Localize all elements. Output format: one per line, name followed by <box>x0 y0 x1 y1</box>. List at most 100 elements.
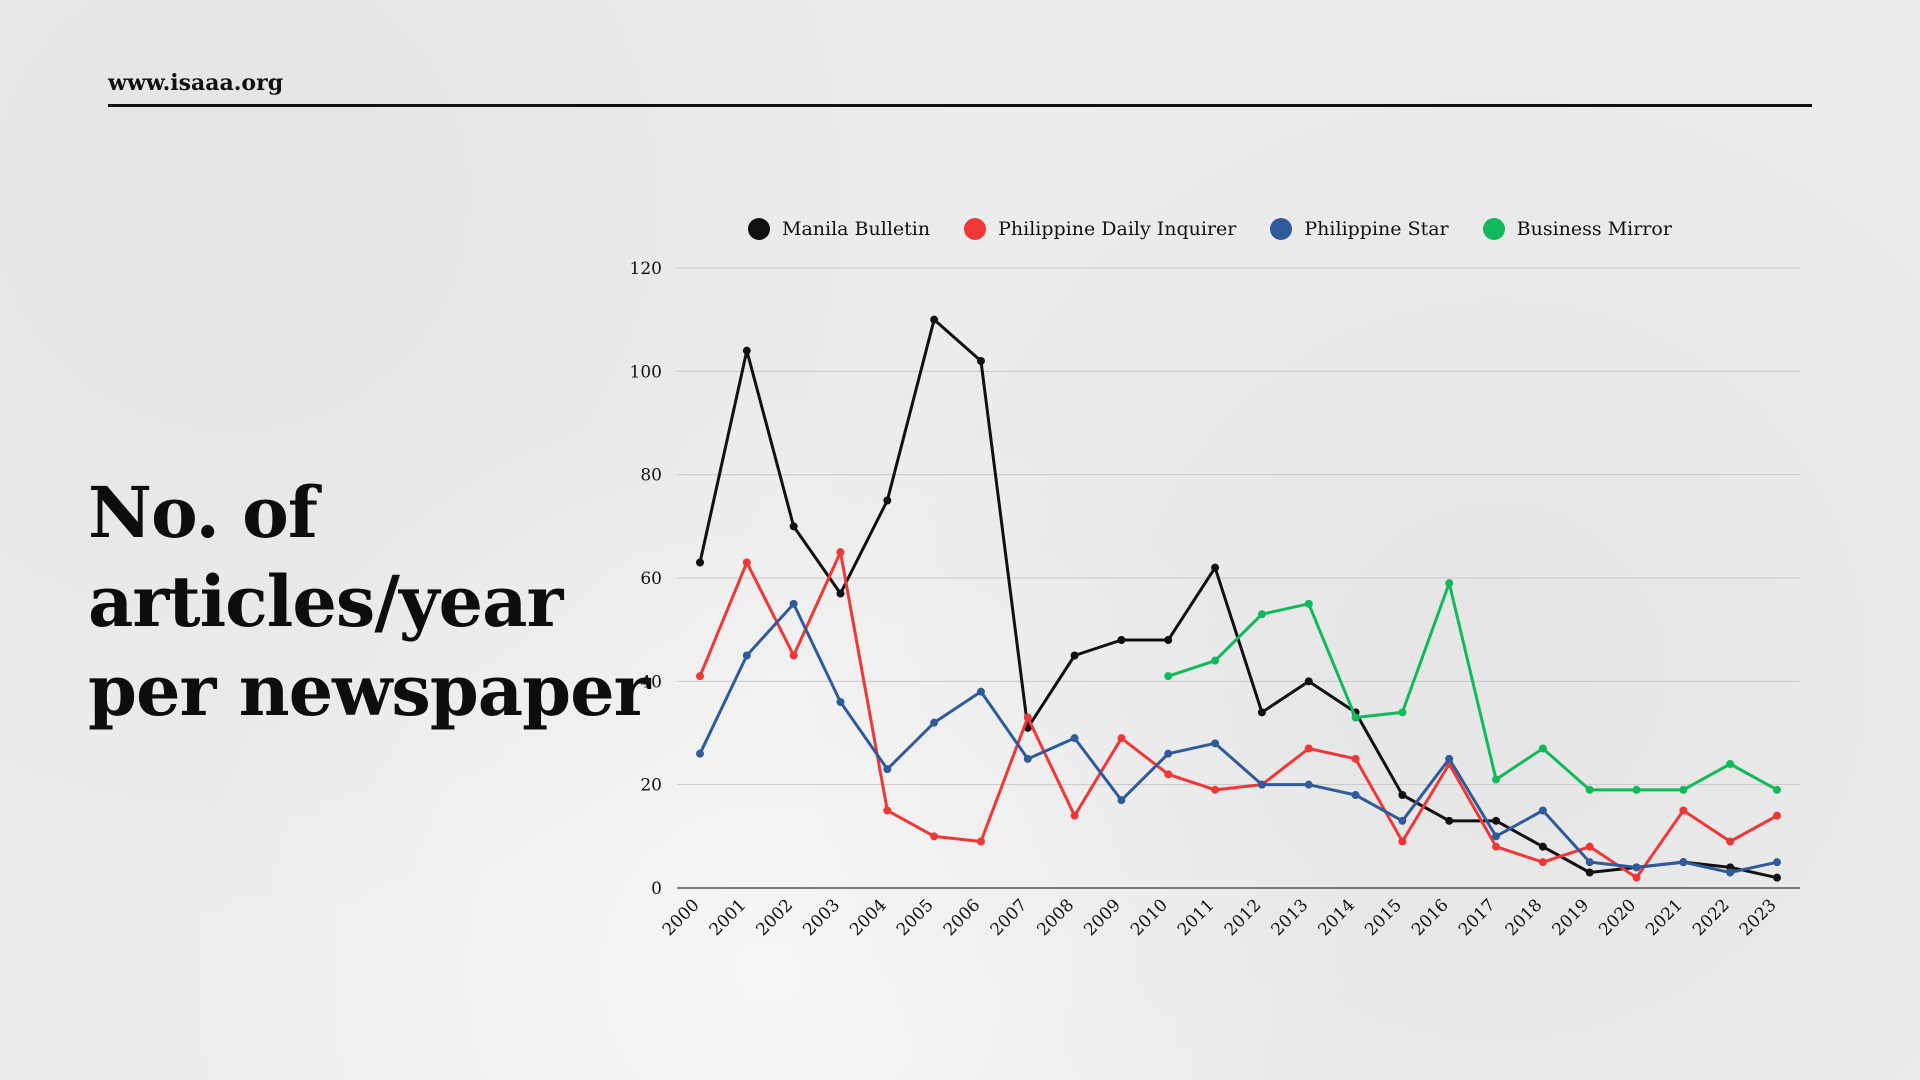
data-point-philippine-star <box>1398 816 1407 825</box>
data-point-manila-bulletin <box>742 346 751 355</box>
legend-marker <box>1270 218 1293 240</box>
x-tick-label: 2023 <box>1736 895 1781 940</box>
data-point-philippine-daily-inquirer <box>1726 837 1735 846</box>
data-point-philippine-star <box>1070 734 1079 743</box>
x-tick-label: 2016 <box>1408 895 1453 940</box>
y-tick-label: 40 <box>640 672 662 692</box>
x-tick-label: 2022 <box>1689 895 1734 940</box>
data-point-manila-bulletin <box>1164 636 1173 644</box>
data-point-philippine-daily-inquirer <box>1632 873 1641 882</box>
data-point-manila-bulletin <box>883 496 892 505</box>
header-divider <box>108 104 1812 107</box>
data-point-manila-bulletin <box>1070 651 1079 660</box>
x-tick-label: 2017 <box>1455 895 1500 940</box>
data-point-philippine-daily-inquirer <box>930 832 939 841</box>
data-point-philippine-star <box>883 765 892 774</box>
legend-marker <box>1482 218 1505 240</box>
data-point-business-mirror <box>1585 785 1594 794</box>
data-point-philippine-star <box>1585 858 1594 867</box>
x-tick-label: 2000 <box>659 895 704 940</box>
data-point-philippine-star <box>789 599 798 608</box>
legend-marker <box>964 218 987 240</box>
data-point-philippine-daily-inquirer <box>1492 842 1501 851</box>
data-point-philippine-star <box>1726 868 1735 877</box>
data-point-business-mirror <box>1632 785 1641 794</box>
x-tick-label: 2010 <box>1127 895 1172 940</box>
data-point-business-mirror <box>1726 760 1735 768</box>
data-point-manila-bulletin <box>836 589 845 598</box>
series-line-philippine-daily-inquirer <box>698 550 1779 880</box>
legend-label: Philippine Star <box>1304 218 1449 240</box>
data-point-philippine-star <box>696 749 704 758</box>
legend-item-philippine-star: Philippine Star <box>1270 218 1449 240</box>
data-point-philippine-daily-inquirer <box>1398 837 1407 846</box>
x-tick-label: 2015 <box>1361 895 1406 940</box>
x-tick-label: 2001 <box>706 895 751 940</box>
data-point-philippine-daily-inquirer <box>1023 713 1032 722</box>
x-tick-label: 2014 <box>1314 895 1359 940</box>
data-point-philippine-star <box>1445 754 1454 763</box>
data-point-manila-bulletin <box>1445 816 1454 825</box>
data-point-philippine-star <box>1632 863 1641 872</box>
data-point-business-mirror <box>1398 708 1407 717</box>
data-point-philippine-daily-inquirer <box>836 548 845 557</box>
data-point-philippine-star <box>1351 791 1360 799</box>
data-point-business-mirror <box>1211 656 1220 665</box>
data-point-philippine-daily-inquirer <box>1164 770 1173 779</box>
data-point-philippine-star <box>836 698 845 706</box>
page-title: No. of articles/year per newspaper <box>88 468 651 735</box>
data-point-philippine-star <box>1257 780 1266 789</box>
data-point-business-mirror <box>1679 785 1688 794</box>
data-point-philippine-star <box>742 651 751 660</box>
x-tick-label: 2007 <box>987 895 1032 940</box>
legend-label: Business Mirror <box>1516 218 1672 240</box>
data-point-manila-bulletin <box>789 522 798 531</box>
y-tick-label: 100 <box>630 362 662 382</box>
data-point-business-mirror <box>1492 775 1501 784</box>
data-point-philippine-daily-inquirer <box>1538 858 1547 867</box>
x-tick-label: 2021 <box>1642 895 1687 940</box>
legend-item-manila-bulletin: Manila Bulletin <box>748 218 930 240</box>
data-point-philippine-star <box>1117 796 1126 805</box>
x-tick-label: 2019 <box>1548 895 1593 940</box>
data-point-business-mirror <box>1257 610 1266 619</box>
x-tick-label: 2012 <box>1221 895 1266 940</box>
series-line-business-mirror <box>1166 581 1779 792</box>
site-url[interactable]: www.isaaa.org <box>108 70 284 96</box>
data-point-manila-bulletin <box>1304 677 1313 686</box>
data-point-manila-bulletin <box>1211 563 1220 572</box>
y-tick-label: 120 <box>630 259 662 279</box>
data-point-manila-bulletin <box>696 558 704 567</box>
data-point-philippine-daily-inquirer <box>1773 811 1781 820</box>
x-tick-label: 2004 <box>846 895 891 940</box>
series-line-philippine-star <box>698 602 1779 874</box>
legend-item-philippine-daily-inquirer: Philippine Daily Inquirer <box>964 218 1236 240</box>
x-tick-label: 2006 <box>940 895 985 940</box>
data-point-philippine-star <box>1211 739 1220 748</box>
y-tick-label: 20 <box>640 776 662 796</box>
x-tick-label: 2020 <box>1595 895 1640 940</box>
data-point-manila-bulletin <box>1117 636 1126 644</box>
x-tick-label: 2013 <box>1268 895 1313 940</box>
data-point-philippine-daily-inquirer <box>976 837 985 846</box>
data-point-philippine-daily-inquirer <box>1117 734 1126 743</box>
series-line-manila-bulletin <box>698 318 1779 880</box>
data-point-philippine-daily-inquirer <box>1585 842 1594 851</box>
title-line-2: articles/year <box>88 560 563 643</box>
data-point-manila-bulletin <box>1773 873 1781 882</box>
data-point-philippine-daily-inquirer <box>1679 806 1688 815</box>
data-point-manila-bulletin <box>1585 868 1594 877</box>
data-point-philippine-star <box>930 718 939 727</box>
data-point-business-mirror <box>1351 713 1360 722</box>
data-point-philippine-daily-inquirer <box>742 558 751 567</box>
data-point-manila-bulletin <box>1492 816 1501 825</box>
y-tick-label: 0 <box>651 879 662 899</box>
data-point-manila-bulletin <box>1257 708 1266 717</box>
data-point-business-mirror <box>1538 744 1547 753</box>
data-point-philippine-star <box>1492 832 1501 841</box>
data-point-manila-bulletin <box>930 315 939 324</box>
data-point-philippine-daily-inquirer <box>1211 785 1220 794</box>
x-tick-label: 2011 <box>1174 895 1219 940</box>
data-point-philippine-daily-inquirer <box>1304 744 1313 753</box>
